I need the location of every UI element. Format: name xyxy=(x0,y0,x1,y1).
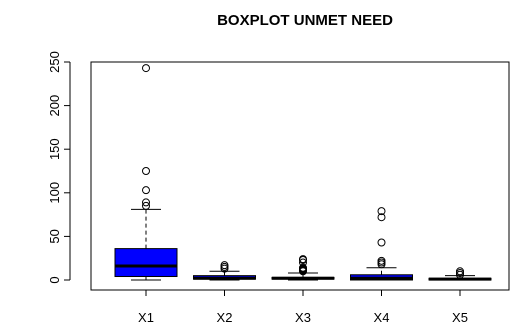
y-tick-label-100: 100 xyxy=(47,182,62,204)
outlier-X1-4 xyxy=(142,64,150,73)
outlier-X4-5 xyxy=(377,207,386,216)
outlier-X1-2 xyxy=(142,186,150,195)
box-X2 xyxy=(193,261,256,281)
y-axis: 0 50 100 150 200 250 xyxy=(47,51,71,284)
box-X4 xyxy=(350,207,413,281)
outlier-X1-1 xyxy=(142,198,150,207)
outlier-X4-2 xyxy=(377,256,386,265)
y-tick-label-200: 200 xyxy=(47,95,62,117)
box-X5 xyxy=(428,267,492,281)
outlier-X3-4 xyxy=(299,263,307,272)
x-tick-label-X1: X1 xyxy=(138,310,154,325)
outlier-X3-7 xyxy=(299,255,307,264)
box-X1 xyxy=(114,64,178,281)
outlier-X4-4 xyxy=(377,213,386,222)
x-tick-label-X3: X3 xyxy=(295,310,311,325)
y-tick-label-50: 50 xyxy=(47,229,62,243)
x-tick-label-X5: X5 xyxy=(452,310,468,325)
outlier-X4-3 xyxy=(377,238,386,247)
x-axis-labels: X1 X2 X3 X4 X5 xyxy=(138,289,468,325)
outlier-X2-2 xyxy=(220,261,229,270)
chart-title: BOXPLOT UNMET NEED xyxy=(217,12,393,29)
outlier-X1-3 xyxy=(142,167,150,175)
y-tick-label-250: 250 xyxy=(47,51,62,73)
outlier-X3-5 xyxy=(299,258,307,267)
box-X3 xyxy=(271,255,335,281)
x-tick-label-X2: X2 xyxy=(217,310,233,325)
box-body-X1 xyxy=(114,248,178,278)
boxes-group xyxy=(114,64,492,281)
outlier-X5-2 xyxy=(456,267,464,276)
x-tick-label-X4: X4 xyxy=(374,310,390,325)
y-tick-label-150: 150 xyxy=(47,138,62,160)
outlier-X1-0 xyxy=(142,201,150,210)
y-tick-label-0: 0 xyxy=(47,276,62,283)
